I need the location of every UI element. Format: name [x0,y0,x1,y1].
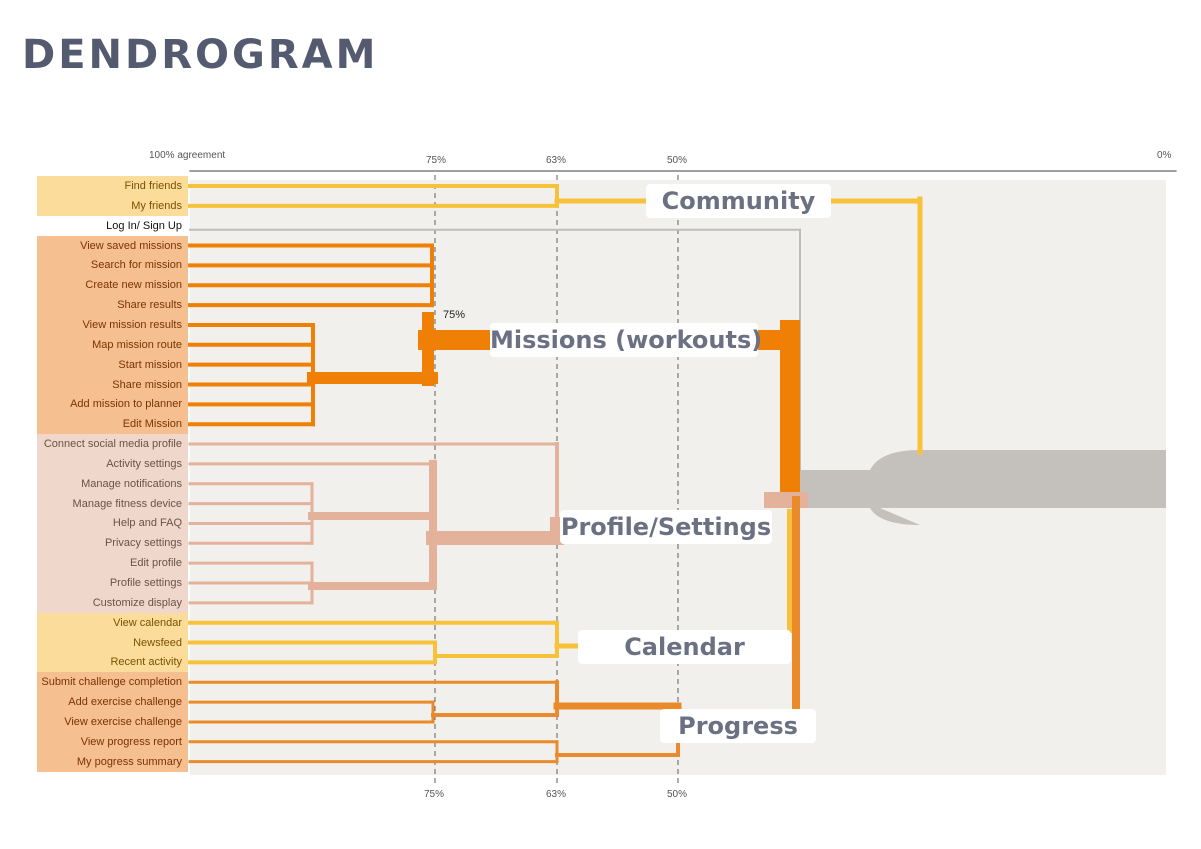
leaf-label: Share results [37,295,188,316]
leaf-label: Help and FAQ [37,513,188,534]
leaf-label: View progress report [37,731,188,752]
leaf-label: Newsfeed [37,632,188,653]
leaf-label: Search for mission [37,255,188,276]
leaf-label: Map mission route [37,334,188,355]
leaf-label: Add mission to planner [37,394,188,415]
leaf-label: Customize display [37,592,188,613]
axis-tick-63-top: 63% [546,155,567,166]
leaf-label: Profile settings [37,573,188,593]
cluster-label-community: Community [646,184,831,218]
cluster-label-progress: Progress [660,709,816,743]
leaf-label: Start mission [37,354,188,375]
leaf-label: Share mission [37,374,188,395]
leaf-label: Privacy settings [37,533,188,554]
axis-tick-75-bottom: 75% [424,789,445,800]
root-trunk [800,470,1166,508]
cluster-label-missions: Missions (workouts) [490,323,762,357]
inline-75-label: 75% [443,309,466,321]
leaf-label: Edit Mission [37,414,188,435]
leaf-label: View mission results [37,314,188,335]
root-trunk-bottom [870,508,920,525]
leaf-label: Submit challenge completion [37,672,188,693]
axis-label-0: 0% [1157,150,1172,161]
page-title: DENDROGRAM [22,32,379,78]
leaf-label: Recent activity [37,652,188,673]
leaf-label: My friends [37,195,188,216]
leaf-label: Activity settings [37,453,188,474]
leaf-label: Edit profile [37,553,188,574]
leaf-label: Log In/ Sign Up [37,215,188,236]
leaf-label: Find friends [37,176,188,196]
leaf-label: View saved missions [37,235,188,256]
root-trunk-top [870,450,1166,470]
leaf-label: Add exercise challenge [37,692,188,713]
leaf-label: Manage notifications [37,473,188,494]
leaf-label: Create new mission [37,275,188,296]
axis-tick-63-bottom: 63% [546,789,567,800]
leaf-label: Manage fitness device [37,493,188,514]
axis-tick-75-top: 75% [426,155,447,166]
axis-tick-50-bottom: 50% [667,789,688,800]
cluster-label-calendar: Calendar [578,630,791,664]
cluster-label-profile: Profile/Settings [560,510,772,544]
leaf-label: View exercise challenge [37,711,188,732]
axis-label-100: 100% agreement [149,150,226,161]
axis-tick-50-top: 50% [667,155,688,166]
leaf-label: Connect social media profile [37,434,188,455]
leaf-label: My pogress summary [37,751,188,772]
leaf-label: View calendar [37,612,188,633]
